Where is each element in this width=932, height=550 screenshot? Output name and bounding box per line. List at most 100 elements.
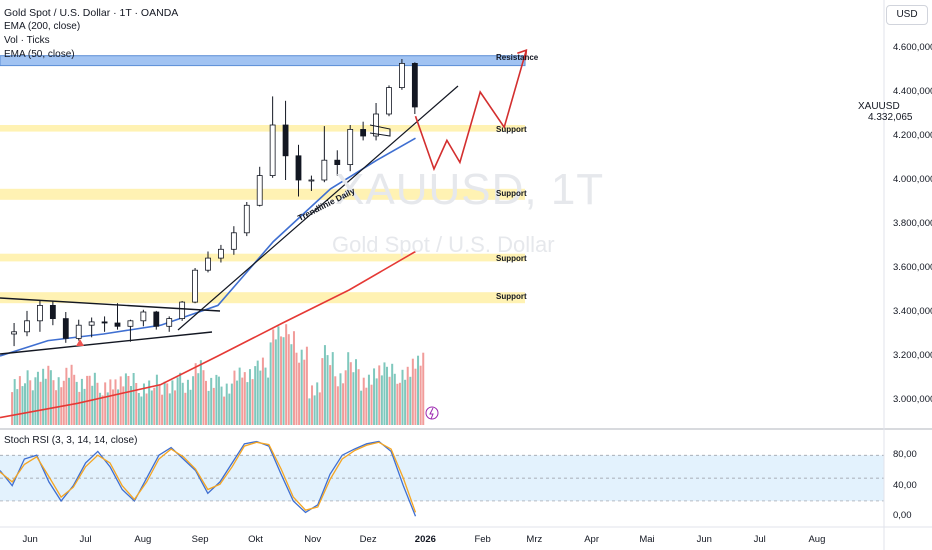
candle-body: [114, 322, 121, 327]
volume-bar: [135, 383, 138, 425]
volume-bar: [194, 363, 197, 425]
time-tick: Aug: [134, 534, 152, 545]
volume-bar: [150, 390, 153, 425]
support-zone: [0, 292, 525, 304]
volume-bar: [13, 379, 16, 425]
volume-bar: [67, 377, 70, 425]
volume-bar: [91, 385, 94, 425]
ema200-line: [0, 250, 416, 419]
indicator-ema50[interactable]: EMA (50, close): [4, 49, 75, 60]
volume-bar: [127, 376, 130, 425]
volume-bar: [189, 389, 192, 425]
candle-body: [269, 124, 276, 176]
volume-bar: [282, 337, 285, 425]
volume-bar: [62, 380, 65, 425]
currency-button[interactable]: USD: [886, 5, 928, 25]
price-tag-value: 4.332,065: [868, 112, 913, 123]
time-tick: Jun: [22, 534, 38, 545]
volume-bar: [47, 365, 50, 425]
volume-bar: [197, 373, 200, 425]
price-tick: 4.400,000: [893, 86, 932, 97]
support-label: Support: [496, 253, 527, 263]
volume-bar: [137, 393, 140, 425]
volume-bar: [52, 380, 55, 425]
stoch-tick: 80,00: [893, 449, 917, 461]
trendline-daily: [177, 85, 459, 331]
support-label: Support: [496, 125, 527, 134]
time-tick: Dez: [359, 534, 377, 545]
volume-bar: [99, 392, 102, 425]
indicator-volume[interactable]: Vol · Ticks: [4, 35, 50, 46]
lightning-glyph: [429, 407, 434, 420]
volume-bar: [318, 392, 321, 425]
volume-bar: [11, 392, 14, 425]
volume-bar: [419, 365, 422, 425]
volume-bar: [124, 373, 127, 425]
triangle-lower-line: [0, 331, 213, 355]
volume-bar: [298, 362, 301, 425]
candle-body: [166, 318, 173, 327]
volume-bar: [305, 346, 308, 425]
flag-pattern: [369, 124, 391, 137]
stoch-rsi-legend[interactable]: Stoch RSI (3, 3, 14, 14, close): [4, 435, 138, 446]
volume-bar: [132, 373, 135, 425]
time-tick: Mai: [639, 534, 655, 545]
volume-bar: [78, 391, 81, 425]
volume-bar: [254, 366, 257, 425]
volume-bar: [241, 377, 244, 425]
volume-bar: [220, 386, 223, 425]
volume-bar: [251, 379, 254, 425]
volume-bar: [404, 379, 407, 425]
candle-body: [24, 320, 30, 333]
candle-layer: [11, 59, 418, 347]
volume-bar: [230, 383, 233, 425]
volume-bar: [49, 370, 52, 425]
volume-bar: [225, 383, 228, 425]
projection-arrowhead: [517, 49, 528, 61]
watermark-symbol: XAUUSD, 1T: [335, 165, 605, 214]
symbol-title[interactable]: Gold Spot / U.S. Dollar · 1T · OANDA: [4, 7, 179, 19]
volume-bar: [274, 339, 277, 425]
volume-bar: [155, 374, 158, 425]
volume-bar: [168, 393, 171, 425]
indicator-ema200[interactable]: EMA (200, close): [4, 21, 81, 32]
volume-bar: [176, 377, 179, 425]
volume-bar: [207, 390, 210, 425]
candle-body: [399, 63, 405, 89]
volume-bar: [179, 372, 182, 425]
volume-bar: [269, 342, 272, 425]
volume-bar: [261, 357, 264, 425]
volume-bar: [311, 385, 314, 425]
price-tag-symbol: XAUUSD: [858, 101, 900, 112]
volume-bar: [142, 383, 145, 425]
volume-bar: [212, 387, 215, 425]
volume-bar: [409, 376, 412, 425]
volume-bar: [248, 369, 251, 425]
volume-bar: [192, 376, 195, 425]
volume-bar: [145, 393, 148, 425]
resistance-zone: [0, 55, 526, 67]
volume-bar: [186, 379, 189, 425]
volume-bar: [223, 396, 226, 425]
stoch-d-line: [0, 441, 417, 513]
volume-bar: [360, 390, 363, 425]
projection-path: [414, 49, 528, 172]
volume-bar: [210, 377, 213, 425]
candle-body: [205, 257, 211, 271]
volume-bar: [355, 359, 358, 425]
volume-bar: [401, 369, 404, 425]
volume-bar: [238, 367, 241, 425]
price-tick: 3.600,000: [893, 262, 932, 273]
support-zone: [0, 253, 525, 262]
lightning-icon: [425, 406, 439, 420]
time-tick: 2026: [414, 534, 436, 545]
volume-bar: [373, 368, 376, 425]
volume-bar: [215, 374, 218, 425]
volume-bar: [347, 352, 350, 425]
volume-bar: [65, 367, 68, 425]
candle-body: [37, 304, 43, 322]
volume-bar: [236, 380, 239, 425]
volume-bar: [16, 389, 19, 425]
volume-bar: [161, 394, 164, 425]
